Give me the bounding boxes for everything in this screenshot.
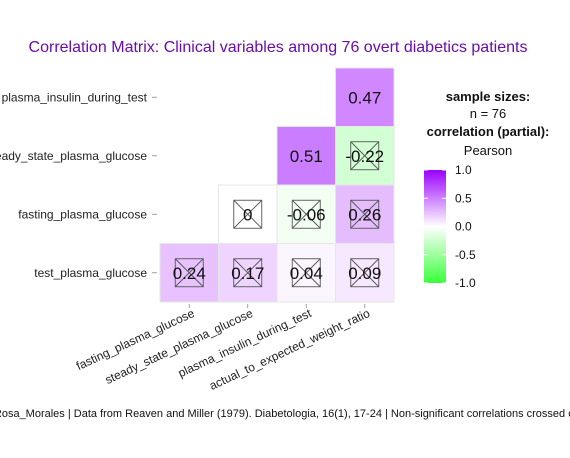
heatmap-cell-label: 0.51 (290, 147, 323, 166)
legend: sample sizes: n = 76 correlation (partia… (424, 89, 549, 290)
legend-tick-label: -1.0 (455, 276, 476, 290)
heatmap-cell: 0.24 (159, 243, 219, 303)
heatmap-cell-label: -0.22 (345, 147, 384, 166)
legend-correlation-title: correlation (partial): (427, 124, 550, 139)
heatmap-cell-label: 0.04 (290, 264, 323, 283)
legend-tick-label: 0.5 (455, 191, 472, 205)
chart-title: Correlation Matrix: Clinical variables a… (29, 39, 528, 56)
non-significant-cross (291, 258, 321, 288)
legend-sample-n: n = 76 (470, 106, 507, 121)
non-significant-cross (174, 258, 204, 288)
non-significant-cross (233, 199, 263, 229)
non-significant-cross (291, 199, 321, 229)
heatmap-cell: -0.06 (276, 184, 336, 244)
row-label: fasting_plasma_glucose (18, 207, 147, 221)
heatmap-cell-label: 0.26 (348, 205, 381, 224)
heatmap-cell-label: 0 (243, 205, 252, 224)
row-label: test_plasma_glucose (34, 266, 147, 280)
chart-caption: @MaRosa_Morales | Data from Reaven and M… (0, 408, 570, 420)
legend-colorbar (424, 170, 446, 283)
heatmap-cell: 0.26 (335, 184, 395, 244)
heatmap-cell-fill (276, 126, 336, 186)
heatmap-cell: 0.04 (276, 243, 336, 303)
heatmap-cell: 0.51 (276, 126, 336, 186)
legend-tick-label: -0.5 (455, 248, 476, 262)
legend-ticks: 1.0 0.5 0.0 -0.5 -1.0 (424, 163, 476, 290)
non-significant-cross (350, 258, 380, 288)
non-significant-cross (350, 199, 380, 229)
heatmap-cell-label: 0.47 (348, 88, 381, 107)
row-label: plasma_insulin_during_test (2, 90, 148, 104)
heatmap-cells: 0.47 0.51 -0.22 0 -0.06 0.26 0.24 0.17 0.04 0.09 (159, 67, 395, 303)
non-significant-cross (350, 141, 380, 171)
heatmap-cell: 0.47 (335, 67, 395, 127)
heatmap-cell: 0.09 (335, 243, 395, 303)
legend-method: Pearson (464, 143, 512, 158)
heatmap-cell-fill (335, 67, 395, 127)
non-significant-cross (233, 258, 263, 288)
heatmap-cell: -0.22 (335, 126, 395, 186)
column-labels: fasting_plasma_glucosesteady_state_plasm… (74, 304, 372, 393)
heatmap-cell-label: 0.09 (348, 264, 381, 283)
heatmap-cell-label: -0.06 (287, 205, 326, 224)
row-labels: plasma_insulin_during_test steady_state_p… (0, 90, 157, 280)
heatmap-cell-label: 0.17 (231, 264, 264, 283)
legend-tick-label: 0.0 (455, 220, 472, 234)
heatmap-cell-label: 0.24 (173, 264, 206, 283)
row-label: steady_state_plasma_glucose (0, 149, 147, 163)
legend-tick-label: 1.0 (455, 163, 472, 177)
heatmap-cell: 0.17 (218, 243, 278, 303)
legend-sample-title: sample sizes: (446, 89, 531, 104)
heatmap-cell: 0 (218, 184, 278, 244)
